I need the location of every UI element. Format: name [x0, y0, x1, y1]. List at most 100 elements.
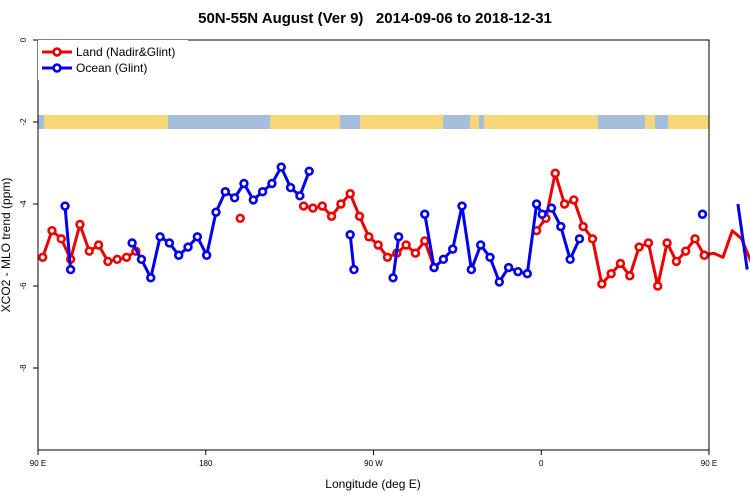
- y-tick-label: -8: [19, 364, 28, 372]
- data-point: [257, 187, 268, 197]
- series-line: [63, 205, 73, 270]
- data-point: [546, 203, 557, 213]
- data-point: [183, 242, 193, 252]
- data-point: [276, 162, 286, 172]
- data-point: [267, 178, 277, 189]
- x-tick-label: 90 E: [30, 459, 46, 468]
- data-point: [112, 254, 122, 265]
- data-point: [475, 240, 486, 250]
- data-point: [121, 252, 132, 262]
- data-point: [448, 244, 458, 254]
- data-point: [503, 262, 514, 273]
- data-point: [457, 201, 467, 211]
- data-point: [136, 254, 147, 265]
- data-point: [420, 209, 430, 219]
- series-line: [41, 223, 137, 263]
- data-point: [155, 232, 165, 242]
- x-tick-label: 0: [539, 459, 544, 468]
- series-line: [423, 202, 581, 284]
- data-point: [84, 246, 94, 256]
- data-point: [513, 266, 523, 277]
- y-axis-label: XCO2 - MLO trend (ppm): [0, 178, 13, 313]
- data-point: [531, 199, 542, 209]
- data-point: [298, 201, 309, 211]
- data-point: [671, 256, 682, 267]
- data-point: [373, 240, 383, 250]
- data-point: [349, 264, 359, 275]
- data-point: [522, 269, 532, 279]
- series-layer: [37, 162, 750, 291]
- data-point: [174, 250, 184, 260]
- data-point: [662, 238, 672, 248]
- data-point: [681, 246, 691, 256]
- legend-box: [38, 40, 188, 80]
- legend: Land (Nadir&Glint) Ocean (Glint): [38, 40, 188, 80]
- band-ocean: [598, 115, 645, 129]
- data-point: [37, 252, 48, 262]
- data-point: [587, 234, 598, 244]
- data-point: [164, 238, 175, 248]
- data-point: [295, 191, 305, 201]
- data-point: [220, 187, 231, 197]
- legend-label: Ocean (Glint): [76, 61, 147, 75]
- data-point: [634, 242, 644, 252]
- data-point: [574, 234, 585, 244]
- data-point: [146, 273, 156, 283]
- band-ocean: [655, 115, 668, 129]
- data-point: [127, 238, 137, 248]
- data-point: [56, 234, 66, 244]
- y-tick-label: -4: [19, 200, 28, 208]
- data-point: [65, 264, 76, 275]
- series-ocean: [60, 162, 749, 287]
- data-point: [304, 166, 314, 176]
- data-point: [578, 221, 588, 232]
- data-point: [47, 225, 57, 236]
- y-tick-label: 0: [19, 37, 28, 42]
- data-point: [699, 250, 710, 260]
- data-point: [690, 234, 700, 244]
- series-line: [391, 236, 401, 279]
- x-tick-label: 90 W: [364, 459, 383, 468]
- data-point: [201, 250, 212, 260]
- x-tick-label: 180: [199, 459, 213, 468]
- data-point: [103, 256, 113, 267]
- data-point: [485, 252, 495, 262]
- data-point: [537, 209, 547, 219]
- data-point: [317, 201, 327, 211]
- series-line: [348, 234, 356, 270]
- series-line: [130, 165, 311, 280]
- series-land: [37, 168, 750, 291]
- data-point: [354, 211, 365, 222]
- chart-title: 50N-55N August (Ver 9) 2014-09-06 to 201…: [198, 10, 552, 27]
- land-sea-band: [38, 115, 709, 129]
- data-point: [569, 195, 579, 205]
- data-point: [308, 203, 318, 213]
- data-point: [615, 258, 626, 269]
- band-ocean: [38, 115, 44, 129]
- x-axis-label: Longitude (deg E): [325, 477, 420, 491]
- data-point: [388, 273, 398, 283]
- data-point: [625, 271, 635, 281]
- axes: 90 E 180 90 W 0 90 E 0 -2 -4 -6 -8: [19, 37, 717, 468]
- band-ocean: [479, 115, 484, 129]
- series-line: [736, 203, 749, 270]
- data-point: [229, 193, 240, 203]
- data-point: [606, 269, 616, 279]
- data-point: [364, 232, 374, 242]
- data-point: [75, 219, 85, 230]
- data-point: [211, 207, 221, 217]
- data-point: [336, 199, 346, 209]
- data-point: [345, 189, 355, 199]
- data-point: [326, 211, 337, 222]
- data-point: [643, 238, 654, 248]
- data-point: [697, 209, 708, 219]
- data-point: [239, 178, 249, 189]
- data-point: [60, 201, 70, 211]
- legend-marker: [52, 47, 62, 57]
- data-point: [401, 240, 411, 250]
- series-line: [535, 171, 750, 288]
- data-point: [410, 248, 421, 258]
- data-point: [285, 182, 296, 193]
- data-point: [235, 213, 245, 224]
